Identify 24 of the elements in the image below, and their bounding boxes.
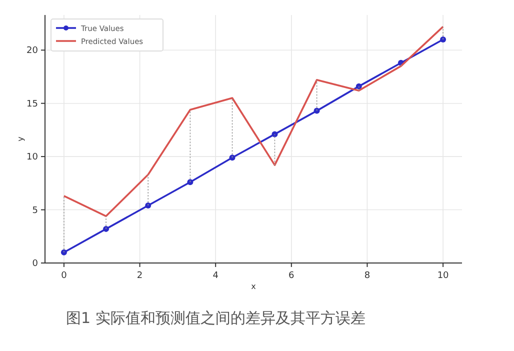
point <box>440 36 446 42</box>
point <box>187 179 194 186</box>
y-tick-label: 15 <box>26 99 38 110</box>
x-axis-title: x <box>251 282 256 291</box>
line-series <box>63 26 444 218</box>
x-tick-label: 8 <box>364 271 370 281</box>
x-tick-label: 0 <box>61 271 68 281</box>
point <box>229 154 236 161</box>
y-tick-label: 10 <box>26 152 38 163</box>
point <box>60 249 67 256</box>
point <box>314 108 320 114</box>
x-tick-label: 10 <box>437 271 450 281</box>
caption: 图1 实际值和预测值之间的差异及其平方误差 <box>66 309 366 327</box>
y-tick-label: 0 <box>32 259 38 269</box>
point <box>145 202 152 209</box>
y-axis-title: y <box>16 136 25 142</box>
point <box>103 226 110 232</box>
x-tick-label: 2 <box>136 271 143 281</box>
point <box>272 131 278 138</box>
y-tick-label: 5 <box>32 206 38 216</box>
y-tick-label: 20 <box>26 46 38 56</box>
point <box>356 83 362 90</box>
x-tick-label: 6 <box>288 271 295 281</box>
x-tick-label: 4 <box>212 271 219 281</box>
